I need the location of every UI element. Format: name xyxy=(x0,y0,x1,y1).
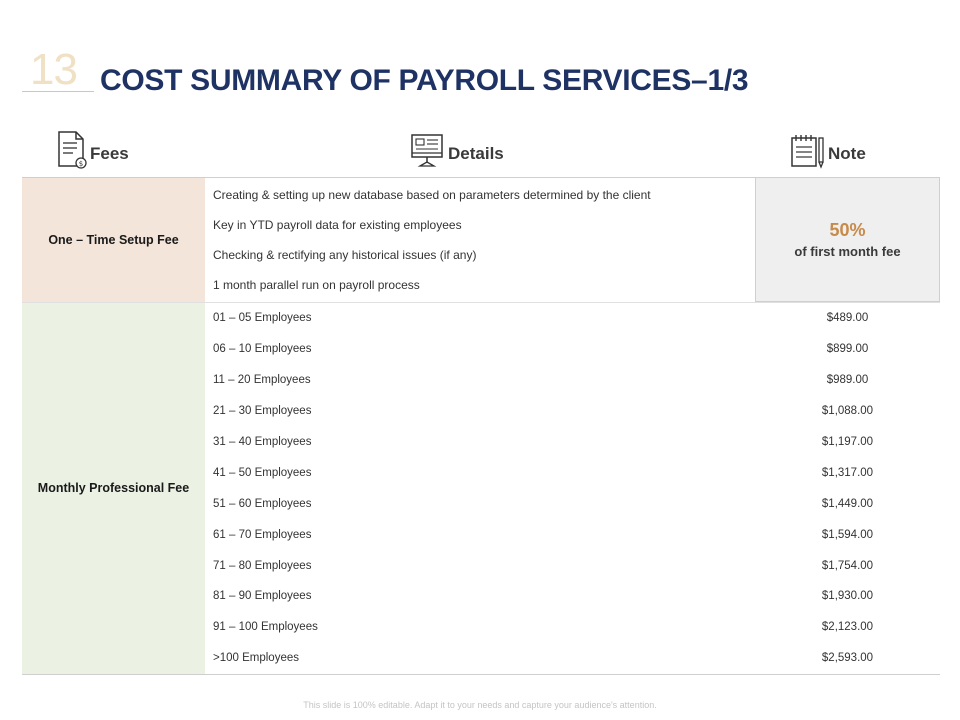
monthly-price: $1,930.00 xyxy=(821,590,874,603)
table-row: 71 – 80 Employees $1,754.00 xyxy=(205,550,940,581)
note-text: of first month fee xyxy=(794,244,901,259)
computer-monitor-icon xyxy=(410,132,446,170)
table-row: 41 – 50 Employees $1,317.00 xyxy=(205,457,940,488)
employee-range: 51 – 60 Employees xyxy=(213,497,312,510)
monthly-price: $989.00 xyxy=(826,374,869,387)
column-header-fees-label: Fees xyxy=(90,144,129,163)
monthly-price: $1,088.00 xyxy=(821,405,874,418)
column-header-details: Details xyxy=(410,126,504,170)
setup-fee-label: One – Time Setup Fee xyxy=(22,178,205,302)
monthly-price: $489.00 xyxy=(826,312,869,325)
monthly-price: $1,594.00 xyxy=(821,528,874,541)
employee-range: >100 Employees xyxy=(213,652,299,665)
employee-range: 91 – 100 Employees xyxy=(213,621,318,634)
employee-range: 41 – 50 Employees xyxy=(213,466,312,479)
employee-range: 06 – 10 Employees xyxy=(213,343,312,356)
employee-range: 01 – 05 Employees xyxy=(213,312,312,325)
setup-fee-details: Creating & setting up new database based… xyxy=(205,178,755,302)
table-row: 11 – 20 Employees $989.00 xyxy=(205,365,940,396)
setup-detail-item: Checking & rectifying any historical iss… xyxy=(213,248,477,262)
monthly-fee-section: Monthly Professional Fee 01 – 05 Employe… xyxy=(22,302,940,675)
table-row: 01 – 05 Employees $489.00 xyxy=(205,303,940,334)
monthly-price: $2,593.00 xyxy=(821,652,874,665)
setup-detail-item: Key in YTD payroll data for existing emp… xyxy=(213,218,462,232)
employee-range: 71 – 80 Employees xyxy=(213,559,312,572)
monthly-fee-label: Monthly Professional Fee xyxy=(22,303,205,674)
table-row: >100 Employees $2,593.00 xyxy=(205,643,940,674)
monthly-price: $2,123.00 xyxy=(821,621,874,634)
setup-detail-item: Creating & setting up new database based… xyxy=(213,188,651,202)
column-header-note-label: Note xyxy=(828,144,866,163)
table-row: 91 – 100 Employees $2,123.00 xyxy=(205,612,940,643)
employee-range: 81 – 90 Employees xyxy=(213,590,312,603)
setup-fee-note: 50% of first month fee xyxy=(755,178,940,302)
notepad-pencil-icon xyxy=(790,132,826,170)
note-percent: 50% xyxy=(829,220,866,240)
slide-number: 13 xyxy=(30,45,78,94)
column-header-details-label: Details xyxy=(448,144,504,163)
table-row: 21 – 30 Employees $1,088.00 xyxy=(205,396,940,427)
column-header-fees: $ Fees xyxy=(56,126,129,170)
setup-fee-section: One – Time Setup Fee Creating & setting … xyxy=(22,177,940,302)
table-row: 06 – 10 Employees $899.00 xyxy=(205,334,940,365)
table-row: 51 – 60 Employees $1,449.00 xyxy=(205,488,940,519)
employee-range: 61 – 70 Employees xyxy=(213,528,312,541)
cost-summary-table: One – Time Setup Fee Creating & setting … xyxy=(22,177,940,675)
monthly-price: $1,317.00 xyxy=(821,466,874,479)
document-dollar-icon: $ xyxy=(56,130,88,170)
monthly-fee-rows: 01 – 05 Employees $489.00 06 – 10 Employe… xyxy=(205,303,940,674)
setup-detail-item: 1 month parallel run on payroll process xyxy=(213,278,420,292)
column-header-note: Note xyxy=(790,126,866,170)
slide-title: COST SUMMARY OF PAYROLL SERVICES–1/3 xyxy=(100,64,749,97)
monthly-price: $1,449.00 xyxy=(821,497,874,510)
table-row: 61 – 70 Employees $1,594.00 xyxy=(205,519,940,550)
svg-text:$: $ xyxy=(79,160,83,168)
footer-note: This slide is 100% editable. Adapt it to… xyxy=(303,700,657,710)
slide-number-rule xyxy=(22,91,94,92)
monthly-price: $1,197.00 xyxy=(821,436,874,448)
employee-range: 21 – 30 Employees xyxy=(213,405,312,418)
monthly-price: $899.00 xyxy=(826,343,869,356)
employee-range: 11 – 20 Employees xyxy=(213,374,311,387)
monthly-price: $1,754.00 xyxy=(821,559,874,572)
employee-range: 31 – 40 Employees xyxy=(213,436,312,448)
table-row: 81 – 90 Employees $1,930.00 xyxy=(205,581,940,612)
table-row: 31 – 40 Employees $1,197.00 xyxy=(205,427,940,458)
